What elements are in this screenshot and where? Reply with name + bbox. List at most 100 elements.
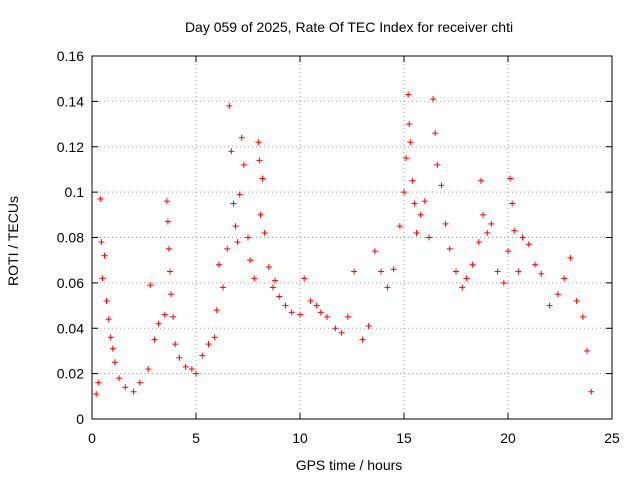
x-axis-label: GPS time / hours: [296, 457, 403, 473]
data-point: [477, 177, 484, 184]
data-point: [109, 345, 116, 352]
data-point: [434, 161, 441, 168]
data-point: [232, 223, 239, 230]
data-point: [255, 139, 262, 146]
y-tick-label: 0: [76, 411, 84, 427]
data-point: [95, 379, 102, 386]
data-point: [459, 284, 466, 291]
data-point: [259, 175, 266, 182]
data-point: [301, 275, 308, 282]
data-point: [251, 275, 258, 282]
data-point: [584, 347, 591, 354]
data-point: [98, 239, 105, 246]
data-point: [488, 220, 495, 227]
data-point: [224, 245, 231, 252]
data-point: [163, 198, 170, 205]
data-point: [105, 316, 112, 323]
data-point: [332, 325, 339, 332]
data-point: [93, 391, 100, 398]
data-point: [272, 277, 279, 284]
data-point: [211, 334, 218, 341]
data-point: [97, 195, 104, 202]
data-point: [176, 354, 183, 361]
y-tick-label: 0.16: [57, 48, 84, 64]
data-point: [494, 268, 501, 275]
data-point: [147, 282, 154, 289]
data-point: [136, 379, 143, 386]
y-tick-label: 0.06: [57, 275, 84, 291]
data-point: [409, 177, 416, 184]
data-point: [324, 313, 331, 320]
data-point: [406, 121, 413, 128]
data-point: [164, 218, 171, 225]
data-point: [297, 311, 303, 318]
data-point: [432, 130, 439, 137]
data-point: [230, 200, 237, 207]
data-point: [155, 320, 162, 327]
data-point: [378, 268, 385, 275]
y-axis-ticks: 0 0.02 0.04 0.06 0.08 0.1 0.12 0.14 0.16: [57, 48, 612, 427]
y-axis-label: ROTI / TECUs: [5, 196, 21, 286]
data-point: [579, 313, 586, 320]
data-point: [463, 275, 470, 282]
data-point: [588, 388, 595, 395]
data-point: [288, 309, 295, 316]
data-point: [546, 302, 553, 309]
y-tick-label: 0.1: [65, 184, 85, 200]
data-point: [165, 245, 172, 252]
data-point: [199, 352, 206, 359]
x-tick-label: 10: [292, 430, 308, 446]
data-point: [507, 175, 514, 182]
data-point: [161, 311, 168, 318]
data-point: [573, 298, 580, 305]
data-points: [93, 91, 595, 398]
y-tick-label: 0.02: [57, 366, 84, 382]
data-point: [509, 200, 516, 207]
data-point: [193, 370, 199, 377]
data-point: [107, 334, 114, 341]
data-point: [122, 384, 129, 391]
y-tick-label: 0.08: [57, 230, 84, 246]
data-point: [475, 239, 482, 246]
grid-lines: [92, 56, 612, 419]
data-point: [511, 227, 518, 234]
data-point: [226, 102, 233, 109]
y-tick-label: 0.12: [57, 139, 84, 155]
data-point: [256, 157, 263, 164]
data-point: [538, 270, 545, 277]
x-tick-label: 0: [88, 430, 96, 446]
data-point: [172, 341, 179, 348]
x-tick-label: 15: [396, 430, 412, 446]
data-point: [116, 375, 123, 382]
x-tick-label: 25: [604, 430, 620, 446]
data-point: [238, 134, 245, 141]
data-point: [167, 268, 173, 275]
data-point: [261, 229, 268, 236]
y-tick-label: 0.04: [57, 320, 84, 336]
data-point: [567, 254, 574, 261]
data-point: [215, 261, 222, 268]
data-point: [282, 302, 289, 309]
data-point: [101, 252, 108, 259]
data-point: [205, 341, 212, 348]
data-point: [396, 223, 403, 230]
data-point: [130, 388, 137, 395]
data-point: [365, 322, 372, 329]
data-point: [170, 313, 177, 320]
data-point: [484, 229, 491, 236]
data-point: [234, 239, 241, 246]
data-point: [403, 155, 410, 162]
data-point: [525, 241, 532, 248]
x-axis-ticks: 0 5 10 15 20 25: [88, 56, 620, 446]
data-point: [344, 313, 351, 320]
data-point: [371, 248, 378, 255]
data-point: [425, 234, 432, 241]
data-point: [103, 298, 110, 305]
data-point: [359, 336, 366, 343]
data-point: [401, 189, 407, 196]
data-point: [505, 248, 511, 255]
data-point: [313, 302, 320, 309]
data-point: [182, 363, 189, 370]
data-point: [245, 234, 251, 241]
